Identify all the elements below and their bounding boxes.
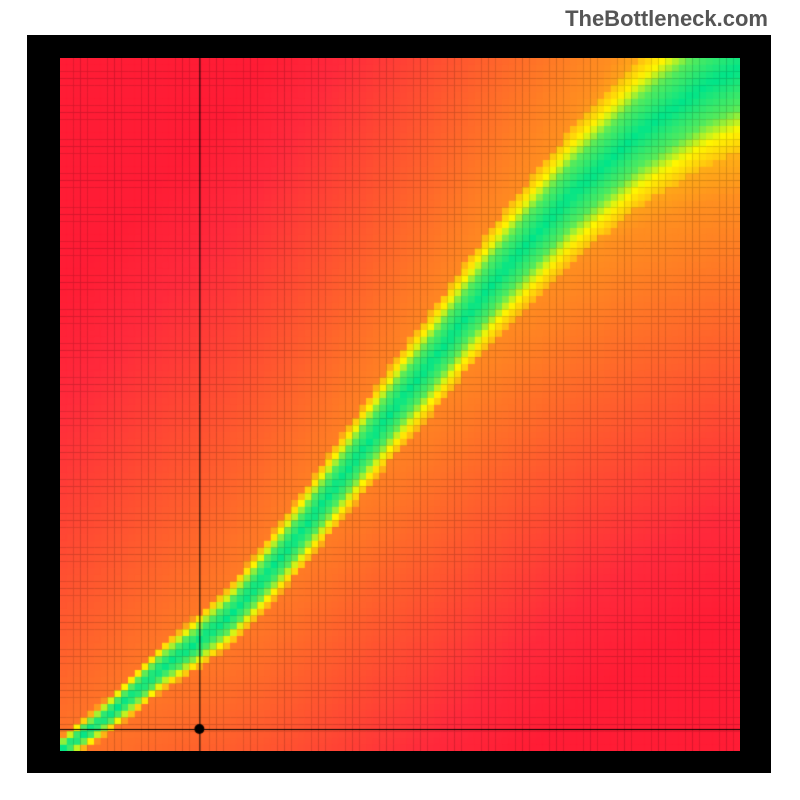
chart-container: TheBottleneck.com bbox=[0, 0, 800, 800]
watermark-text: TheBottleneck.com bbox=[565, 6, 768, 32]
crosshair-overlay bbox=[60, 58, 740, 751]
